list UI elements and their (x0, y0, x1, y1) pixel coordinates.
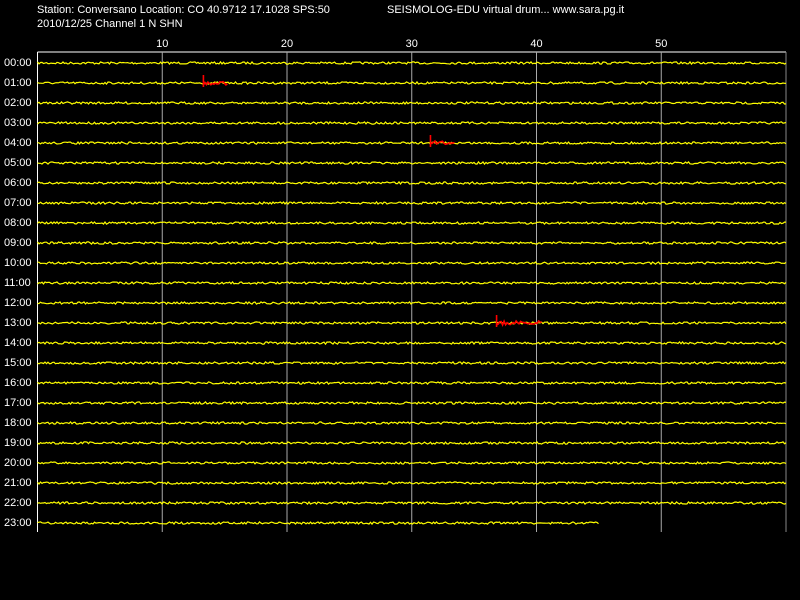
date-channel: 2010/12/25 Channel 1 N SHN (37, 18, 183, 30)
app-info: SEISMOLOG-EDU virtual drum... www.sara.p… (387, 4, 624, 16)
hour-label: 18:00 (4, 417, 32, 429)
trace (37, 520, 599, 526)
trace (37, 261, 787, 266)
trace (37, 380, 787, 386)
trace (37, 60, 787, 66)
trace (37, 220, 786, 226)
trace (37, 481, 787, 486)
trace (37, 140, 787, 145)
event-signal (495, 315, 542, 328)
trace (37, 300, 787, 306)
hour-label: 09:00 (4, 237, 32, 249)
trace (37, 401, 787, 406)
hour-label: 21:00 (4, 477, 32, 489)
event-signal (429, 135, 455, 148)
trace (37, 360, 787, 366)
trace (37, 200, 787, 205)
trace (37, 280, 787, 285)
trace (37, 80, 787, 86)
hour-label: 04:00 (4, 137, 32, 149)
trace (37, 321, 787, 326)
trace (37, 240, 787, 245)
hour-label: 15:00 (4, 357, 32, 369)
hour-label: 10:00 (4, 257, 32, 269)
hour-label: 05:00 (4, 157, 32, 169)
hour-label: 01:00 (4, 77, 32, 89)
hour-label: 02:00 (4, 97, 32, 109)
hour-label: 06:00 (4, 177, 32, 189)
trace (37, 461, 787, 466)
trace (37, 500, 787, 506)
hour-label: 16:00 (4, 377, 32, 389)
hour-label: 00:00 (4, 57, 32, 69)
trace (37, 160, 787, 166)
hour-label: 23:00 (4, 517, 32, 529)
x-tick-label: 10 (156, 38, 168, 50)
hour-label: 11:00 (4, 277, 31, 289)
x-tick-label: 50 (655, 38, 667, 50)
trace (37, 120, 787, 125)
hour-label: 22:00 (4, 497, 32, 509)
hour-label: 03:00 (4, 117, 32, 129)
trace (37, 340, 787, 346)
hour-label: 08:00 (4, 217, 32, 229)
hour-label: 20:00 (4, 457, 32, 469)
x-tick-label: 30 (406, 38, 418, 50)
trace (37, 420, 787, 426)
trace (37, 441, 787, 445)
hour-label: 17:00 (4, 397, 32, 409)
event-signal (202, 75, 228, 88)
hour-label: 14:00 (4, 337, 32, 349)
hour-label: 12:00 (4, 297, 32, 309)
hour-label: 13:00 (4, 317, 32, 329)
x-tick-label: 40 (530, 38, 542, 50)
trace (37, 100, 787, 106)
trace (37, 180, 787, 186)
hour-label: 19:00 (4, 437, 32, 449)
station-info: Station: Conversano Location: CO 40.9712… (37, 4, 330, 16)
x-tick-label: 20 (281, 38, 293, 50)
hour-label: 07:00 (4, 197, 32, 209)
